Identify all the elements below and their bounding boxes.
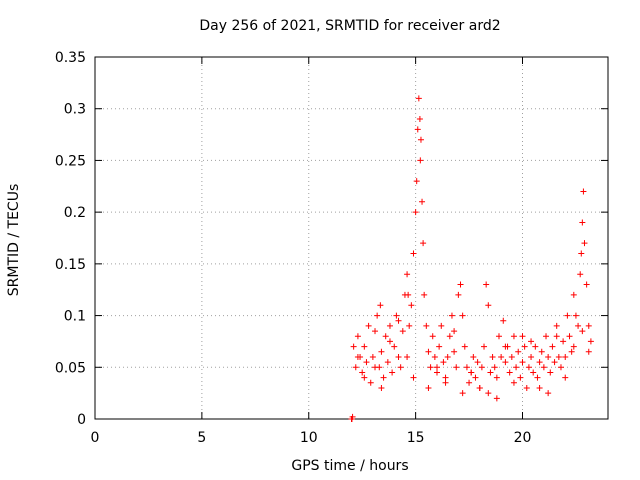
x-axis-label: GPS time / hours [291,458,408,474]
y-tick-label: 0.05 [55,360,86,376]
y-tick-label: 0.25 [55,153,86,169]
chart-background [0,0,640,480]
y-tick-label: 0 [77,412,86,428]
y-tick-label: 0.3 [64,102,86,118]
x-tick-label: 10 [300,430,318,446]
chart-title: Day 256 of 2021, SRMTID for receiver ard… [199,18,500,34]
y-axis-label: SRMTID / TECUs [6,184,22,297]
x-tick-label: 20 [514,430,532,446]
x-tick-label: 15 [407,430,425,446]
y-tick-label: 0.1 [64,309,86,325]
y-tick-label: 0.15 [55,257,86,273]
x-tick-label: 0 [91,430,100,446]
x-tick-label: 5 [197,430,206,446]
y-tick-label: 0.35 [55,50,86,66]
scatter-chart: 0 0.05 0.1 0.15 0.2 0.25 0.3 0.35 0 5 10 15 20 Day 2… [0,0,640,480]
y-tick-label: 0.2 [64,205,86,221]
